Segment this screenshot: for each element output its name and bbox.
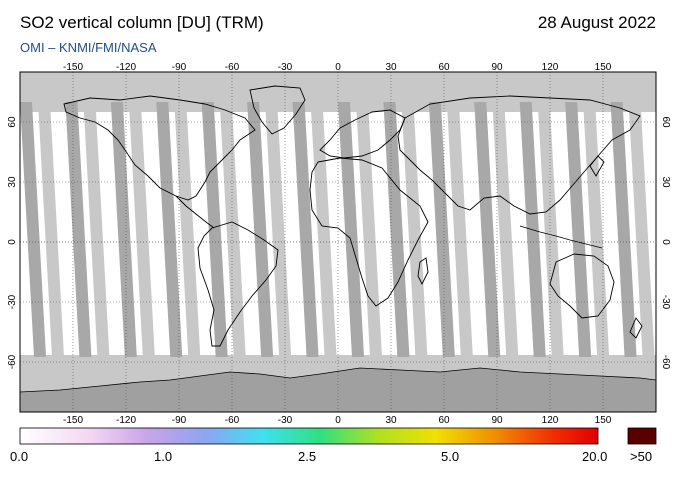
- lon-tick-bottom: -90: [172, 415, 187, 426]
- lat-tick-right: 0: [660, 239, 671, 245]
- lon-tick-top: 150: [595, 62, 612, 73]
- latitude-ticks-left: 60 30 0 -30 -60: [7, 116, 18, 369]
- swath-gap: [265, 102, 292, 357]
- lat-tick-left: 0: [7, 239, 18, 245]
- colorbar-tick-3: 5.0: [441, 449, 460, 464]
- swath-gap: [628, 102, 655, 357]
- swath-stripe: [656, 102, 676, 357]
- swath-gap: [310, 102, 337, 357]
- lat-tick-left: -60: [7, 354, 18, 369]
- lon-tick-bottom: -30: [278, 415, 293, 426]
- lat-tick-right: -60: [660, 355, 671, 370]
- lat-tick-right: -30: [660, 295, 671, 310]
- colorbar-tick-1: 1.0: [154, 449, 173, 464]
- swath-gap: [38, 102, 64, 357]
- swath-stripe: [110, 102, 137, 357]
- lon-tick-bottom: -60: [225, 415, 240, 426]
- lon-tick-top: 0: [335, 62, 341, 73]
- swath-gap: [83, 102, 110, 357]
- lon-tick-bottom: 90: [491, 415, 503, 426]
- africa-outline: [309, 157, 429, 307]
- swath-gap: [492, 102, 519, 357]
- swath-stripe: [610, 102, 637, 357]
- swath-stripe: [247, 102, 274, 357]
- swath-stripe: [338, 102, 364, 357]
- swath-stripe: [0, 102, 1, 357]
- swath-gap: [356, 102, 382, 357]
- swath-gap: [219, 102, 246, 357]
- swath-gap: [446, 102, 473, 357]
- lat-tick-left: 30: [7, 176, 18, 188]
- lat-tick-right: 60: [660, 116, 671, 128]
- lon-tick-bottom: 60: [438, 415, 450, 426]
- swath-stripe: [201, 102, 228, 357]
- lon-tick-top: -90: [172, 62, 187, 73]
- lon-tick-top: -120: [116, 62, 136, 73]
- colorbar-tick-0: 0.0: [10, 449, 29, 464]
- lon-tick-bottom: 0: [335, 415, 341, 426]
- swath-stripe: [20, 102, 46, 357]
- map-title: SO2 vertical column [DU] (TRM): [20, 13, 264, 32]
- swath-stripe: [428, 102, 455, 357]
- greenland-outline: [249, 85, 306, 135]
- latitude-ticks-right: 60 30 0 -30 -60: [660, 116, 671, 369]
- colorbar-gradient: [19, 427, 599, 445]
- date-label: 28 August 2022: [537, 13, 656, 32]
- lon-tick-top: -150: [63, 62, 83, 73]
- lat-tick-left: -30: [7, 294, 18, 309]
- lon-tick-bottom: 120: [542, 415, 559, 426]
- north-america-outline: [63, 95, 256, 201]
- longitude-ticks-top: -150 -120 -90 -60 -30 0 30 60 90 120 150: [63, 62, 612, 73]
- swath-gap: [174, 102, 201, 357]
- colorbar-overflow-label: >50: [630, 449, 653, 464]
- lon-tick-bottom: 150: [595, 415, 612, 426]
- source-credit: OMI – KNMI/FMI/NASA: [20, 40, 157, 55]
- lon-tick-bottom: -120: [116, 415, 136, 426]
- swath-stripe: [292, 102, 319, 357]
- australia-outline: [549, 253, 615, 319]
- longitude-ticks-bottom: -150 -120 -90 -60 -30 0 30 60 90 120 150: [63, 415, 612, 426]
- lon-tick-bottom: -150: [63, 415, 83, 426]
- swath-stripe: [383, 102, 410, 357]
- orbit-swath-stripes: [0, 102, 676, 357]
- new-zealand-outline: [629, 317, 643, 339]
- swath-stripe: [156, 102, 183, 357]
- central-america-outline: [175, 195, 215, 229]
- swath-gap: [537, 102, 564, 357]
- lat-tick-left: 60: [7, 116, 18, 128]
- swath-stripe: [65, 102, 92, 357]
- map-frame: [19, 71, 657, 413]
- swath-gap: [401, 102, 428, 357]
- swath-stripe: [474, 102, 501, 357]
- lon-tick-top: 120: [542, 62, 559, 73]
- indonesia-outline: [519, 225, 603, 249]
- swath-stripe: [565, 102, 592, 357]
- lon-tick-top: 90: [491, 62, 503, 73]
- colorbar-overflow-box: [627, 427, 657, 445]
- lon-tick-top: -30: [278, 62, 293, 73]
- asia-outline: [397, 95, 641, 215]
- colorbar-tick-2: 2.5: [298, 449, 317, 464]
- colorbar-tick-4: 20.0: [582, 449, 608, 464]
- graticule: [20, 72, 656, 412]
- japan-outline: [589, 155, 605, 177]
- lon-tick-top: 30: [385, 62, 397, 73]
- lon-tick-bottom: 30: [385, 415, 397, 426]
- madagascar-outline: [417, 257, 429, 286]
- coastlines: [63, 85, 643, 347]
- lat-tick-right: 30: [660, 176, 671, 188]
- lon-tick-top: -60: [225, 62, 240, 73]
- swath-gap: [0, 102, 19, 357]
- lon-tick-top: 60: [438, 62, 450, 73]
- south-america-outline: [197, 221, 279, 347]
